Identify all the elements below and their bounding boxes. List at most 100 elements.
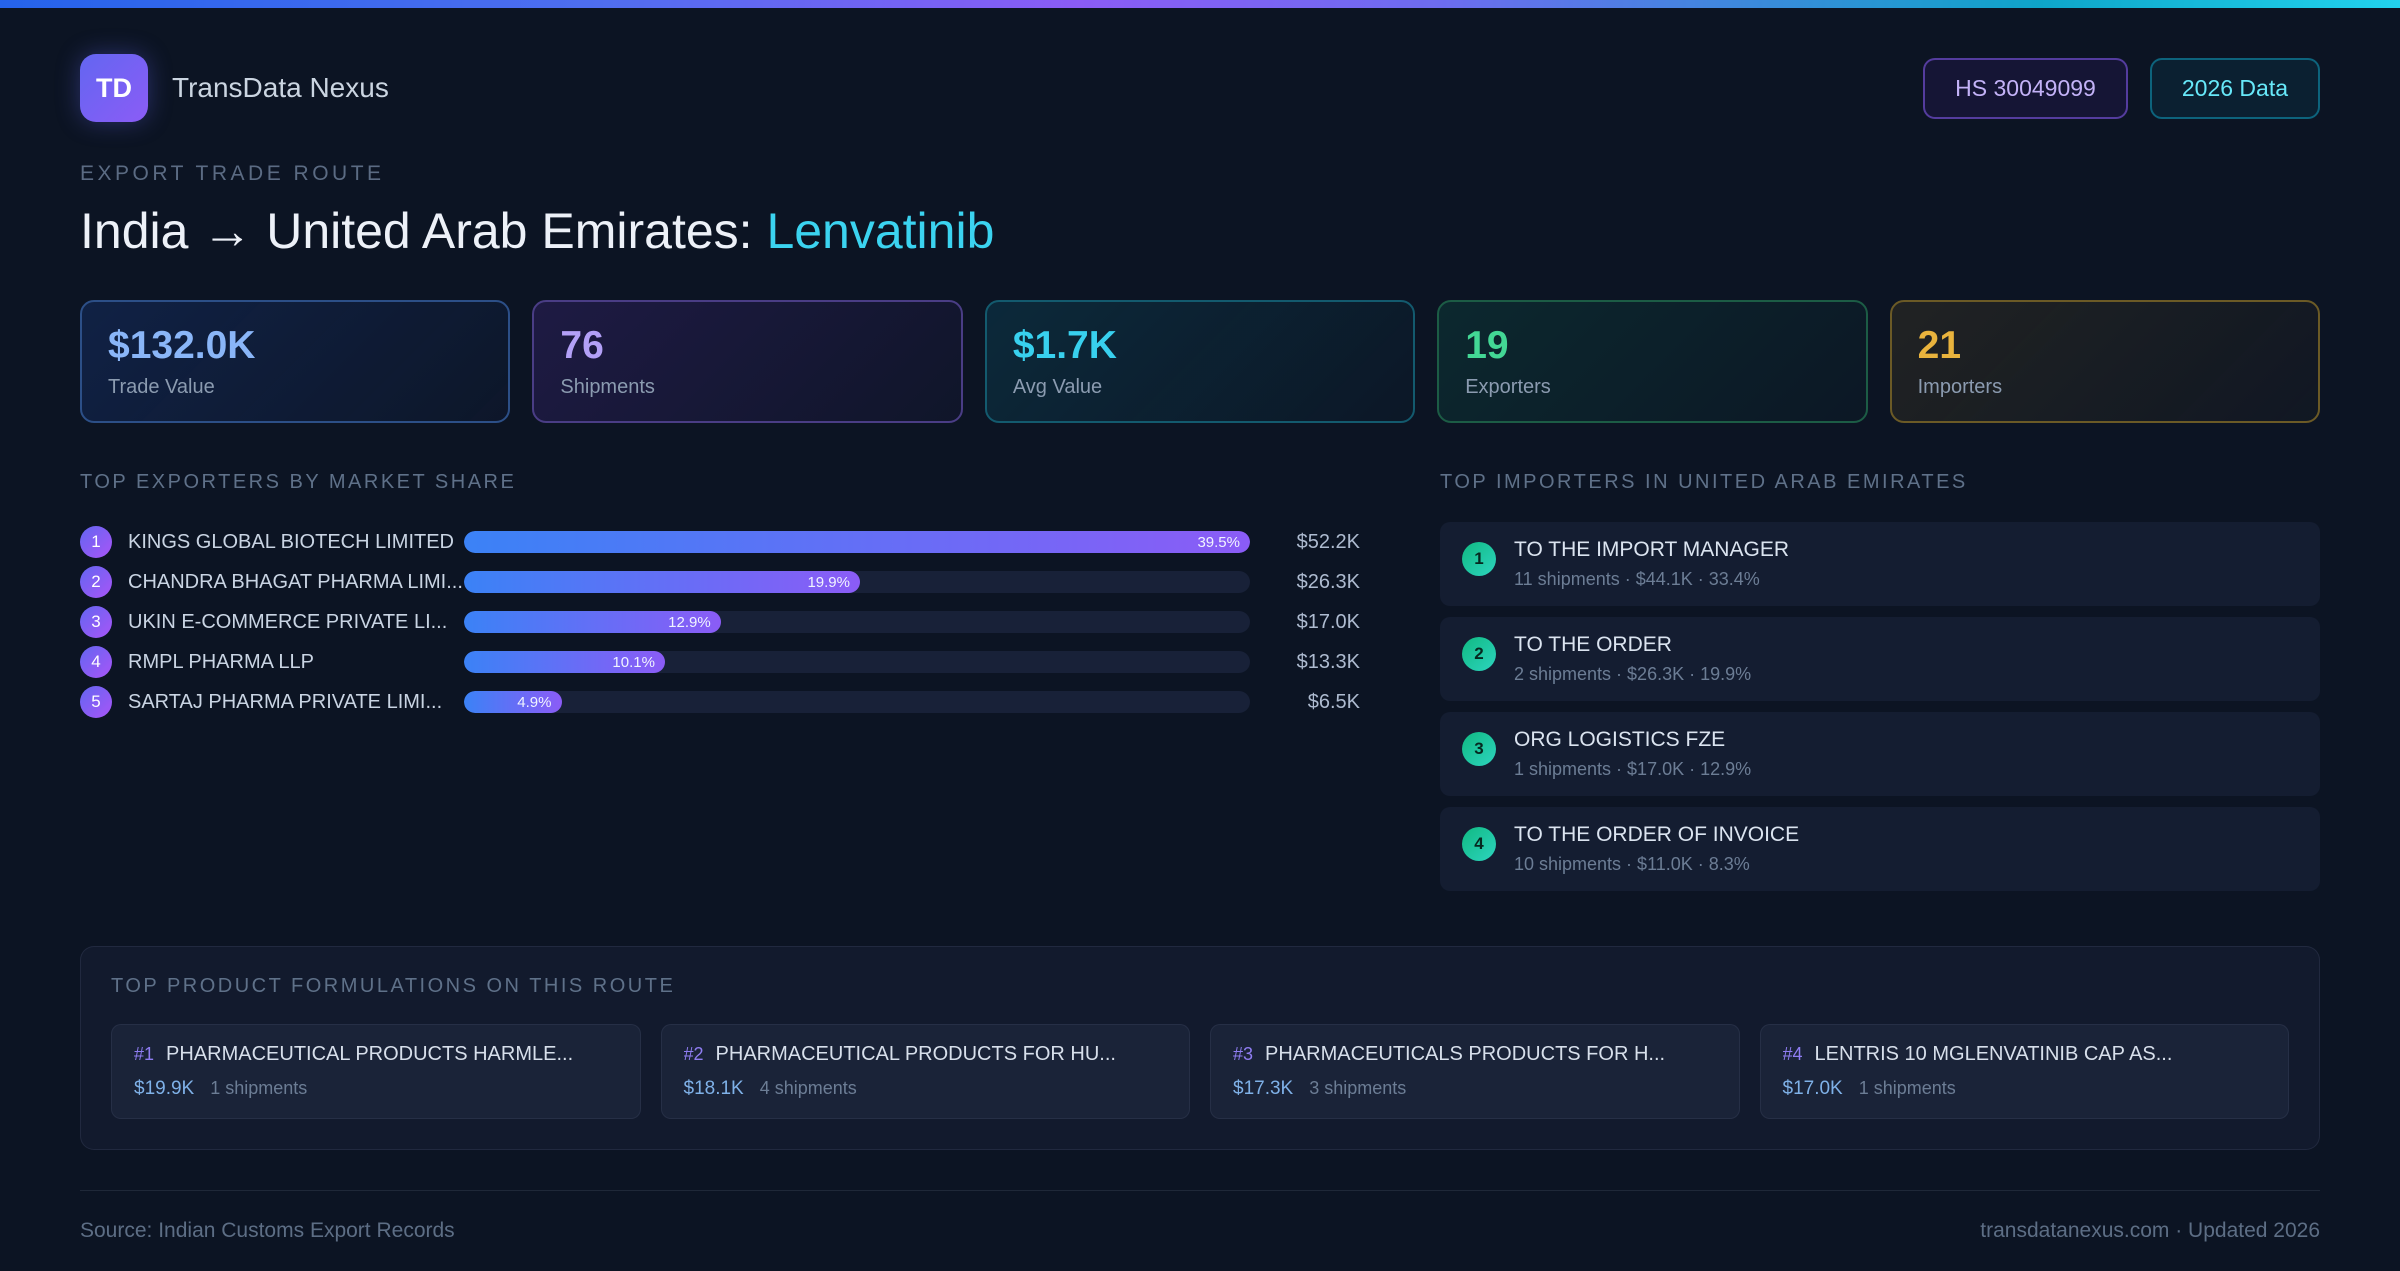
importer-info: TO THE ORDER 2 shipments · $26.3K · 19.9… (1514, 633, 1751, 685)
importer-row: 3 ORG LOGISTICS FZE 1 shipments · $17.0K… (1440, 712, 2320, 796)
importers-section: TOP IMPORTERS IN UNITED ARAB EMIRATES 1 … (1440, 471, 2320, 902)
hs-code-badge[interactable]: HS 30049099 (1923, 57, 2128, 119)
stat-label: Importers (1917, 376, 2003, 398)
exporter-value: $26.3K (1296, 570, 1360, 593)
product-line1: #1 PHARMACEUTICAL PRODUCTS HARMLE... (134, 1043, 618, 1066)
product-shipments: 1 shipments (210, 1078, 308, 1098)
rank-badge: 4 (80, 646, 112, 678)
importer-name: ORG LOGISTICS FZE (1514, 728, 1726, 751)
exporter-row: 3 UKIN E-COMMERCE PRIVATE LI... 12.9% $1… (80, 602, 1360, 642)
market-share-pct: 12.9% (668, 613, 711, 631)
exporter-value: $6.5K (1307, 690, 1360, 713)
stat-card-avg-value: $1.7K Avg Value (984, 300, 1416, 423)
importer-meta: 10 shipments · $11.0K · 8.3% (1514, 854, 1750, 874)
importer-info: TO THE IMPORT MANAGER 11 shipments · $44… (1514, 538, 1789, 590)
market-share-bar-fill: 10.1% (464, 651, 665, 673)
exporter-name: UKIN E-COMMERCE PRIVATE LI... (128, 610, 448, 633)
importers-heading: TOP IMPORTERS IN UNITED ARAB EMIRATES (1440, 471, 1968, 493)
product-line2: $17.0K 1 shipments (1783, 1078, 2267, 1100)
market-share-bar-fill: 4.9% (464, 691, 562, 713)
page-title-main: India → United Arab Emirates: (80, 203, 767, 259)
exporter-row: 1 KINGS GLOBAL BIOTECH LIMITED 39.5% $52… (80, 522, 1360, 562)
market-share-pct: 10.1% (612, 653, 655, 671)
rank-badge: 1 (1462, 542, 1496, 576)
footer: Source: Indian Customs Export Records tr… (80, 1190, 2320, 1271)
header-badges: HS 30049099 2026 Data (1923, 57, 2320, 119)
app-name: TransData Nexus (172, 72, 389, 103)
market-share-pct: 19.9% (807, 573, 850, 591)
stat-card-exporters: 19 Exporters (1437, 300, 1868, 423)
product-line1: #2 PHARMACEUTICAL PRODUCTS FOR HU... (684, 1043, 1168, 1066)
market-share-pct: 39.5% (1197, 533, 1240, 551)
product-rank: #2 (683, 1044, 704, 1064)
exporter-row: 5 SARTAJ PHARMA PRIVATE LIMI... 4.9% $6.… (80, 682, 1360, 722)
importer-name: TO THE ORDER OF INVOICE (1514, 823, 1800, 846)
product-value: $17.0K (1782, 1078, 1843, 1099)
stat-value: $132.0K (108, 324, 256, 367)
stat-label: Shipments (560, 376, 655, 398)
importer-meta: 2 shipments · $26.3K · 19.9% (1514, 664, 1752, 684)
importer-row: 4 TO THE ORDER OF INVOICE 10 shipments ·… (1440, 807, 2320, 891)
product-name: LENTRIS 10 MGLENVATINIB CAP AS... (1814, 1043, 2173, 1065)
importer-meta: 1 shipments · $17.0K · 12.9% (1514, 759, 1752, 779)
market-share-bar: 39.5% (464, 531, 1250, 553)
exporter-value: $52.2K (1296, 530, 1360, 553)
exporters-heading: TOP EXPORTERS BY MARKET SHARE (80, 471, 517, 493)
stat-label: Trade Value (108, 376, 215, 398)
rank-badge: 4 (1462, 827, 1496, 861)
exporter-name: RMPL PHARMA LLP (128, 650, 314, 673)
importer-info: TO THE ORDER OF INVOICE 10 shipments · $… (1514, 823, 1799, 875)
top-accent-bar (0, 0, 2400, 8)
market-share-bar: 12.9% (464, 611, 1250, 633)
app-logo[interactable]: TD (80, 54, 148, 122)
product-card: #4 LENTRIS 10 MGLENVATINIB CAP AS... $17… (1759, 1024, 2289, 1119)
exporter-value: $17.0K (1296, 610, 1360, 633)
product-card: #3 PHARMACEUTICALS PRODUCTS FOR H... $17… (1210, 1024, 1740, 1119)
exporter-row: 2 CHANDRA BHAGAT PHARMA LIMI... 19.9% $2… (80, 562, 1360, 602)
importer-name: TO THE IMPORT MANAGER (1514, 538, 1789, 561)
stat-card-shipments: 76 Shipments (532, 300, 963, 423)
product-line2: $17.3K 3 shipments (1233, 1078, 1717, 1100)
market-share-bar: 10.1% (464, 651, 1250, 673)
product-value: $17.3K (1233, 1078, 1294, 1099)
product-rank: #3 (1233, 1044, 1254, 1064)
footer-site: transdatanexus.com · Updated 2026 (1980, 1219, 2320, 1242)
importer-name: TO THE ORDER (1514, 633, 1672, 656)
header: TD TransData Nexus HS 30049099 2026 Data (80, 54, 2320, 122)
header-left: TD TransData Nexus (80, 54, 389, 122)
exporter-row: 4 RMPL PHARMA LLP 10.1% $13.3K (80, 642, 1360, 682)
product-shipments: 3 shipments (1309, 1078, 1407, 1098)
rank-badge: 3 (80, 606, 112, 638)
product-rank: #4 (1782, 1044, 1803, 1064)
importer-row: 2 TO THE ORDER 2 shipments · $26.3K · 19… (1440, 617, 2320, 701)
exporter-value: $13.3K (1296, 650, 1360, 673)
product-card: #1 PHARMACEUTICAL PRODUCTS HARMLE... $19… (111, 1024, 641, 1119)
rank-badge: 3 (1462, 732, 1496, 766)
stat-value: 21 (1917, 324, 1962, 367)
product-line2: $18.1K 4 shipments (684, 1078, 1168, 1100)
market-share-bar-fill: 39.5% (464, 531, 1250, 553)
exporter-name: CHANDRA BHAGAT PHARMA LIMI... (128, 570, 463, 593)
footer-source: Source: Indian Customs Export Records (80, 1219, 455, 1242)
product-line2: $19.9K 1 shipments (134, 1078, 618, 1100)
product-name: PHARMACEUTICAL PRODUCTS HARMLE... (166, 1043, 574, 1065)
eyebrow-label: EXPORT TRADE ROUTE (80, 162, 385, 185)
market-share-bar: 4.9% (464, 691, 1250, 713)
products-heading: TOP PRODUCT FORMULATIONS ON THIS ROUTE (111, 975, 676, 997)
product-card: #2 PHARMACEUTICAL PRODUCTS FOR HU... $18… (660, 1024, 1190, 1119)
stat-value: 76 (560, 324, 604, 367)
year-data-badge[interactable]: 2026 Data (2149, 57, 2320, 119)
exporter-name: SARTAJ PHARMA PRIVATE LIMI... (128, 690, 443, 713)
stat-label: Exporters (1465, 376, 1551, 398)
product-cards: #1 PHARMACEUTICAL PRODUCTS HARMLE... $19… (111, 1024, 2289, 1119)
product-value: $19.9K (134, 1078, 195, 1099)
market-share-bar: 19.9% (464, 571, 1250, 593)
importer-info: ORG LOGISTICS FZE 1 shipments · $17.0K ·… (1514, 728, 1751, 780)
importer-row: 1 TO THE IMPORT MANAGER 11 shipments · $… (1440, 522, 2320, 606)
product-name: PHARMACEUTICALS PRODUCTS FOR H... (1265, 1043, 1666, 1065)
product-shipments: 4 shipments (759, 1078, 857, 1098)
rank-badge: 2 (80, 566, 112, 598)
rank-badge: 1 (80, 526, 112, 558)
stat-label: Avg Value (1012, 376, 1103, 398)
market-share-bar-fill: 19.9% (464, 571, 860, 593)
